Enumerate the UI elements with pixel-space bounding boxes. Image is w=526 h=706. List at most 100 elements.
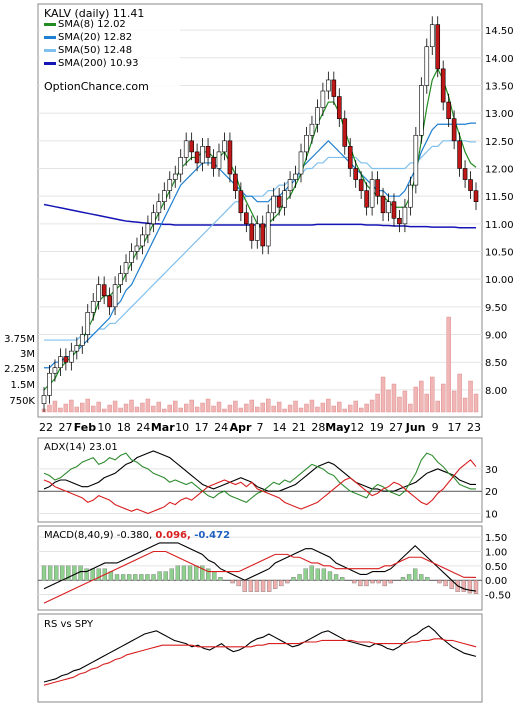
volume-bar: [194, 406, 200, 413]
volume-bar: [266, 398, 271, 413]
rs-panel-frame: [37, 613, 483, 703]
candle-body: [205, 146, 211, 158]
macd-histogram-bar: [437, 580, 442, 584]
price-gridlines: [38, 29, 482, 391]
adx-panel-frame: [37, 437, 483, 523]
candle-body: [336, 96, 342, 119]
volume-bar: [397, 396, 402, 413]
macd-histogram-bar: [291, 577, 296, 581]
macd-histogram-bar: [139, 574, 144, 581]
candle-body: [222, 140, 227, 153]
candle-body: [200, 146, 205, 164]
volume-bar: [151, 405, 156, 413]
legend-label: SMA(20) 12.82: [58, 32, 132, 43]
series-line-signal: [43, 550, 477, 604]
volume-bar: [112, 400, 118, 413]
legend-swatch: [44, 36, 56, 39]
macd-title-main: MACD(8,40,9) -0.380,: [44, 530, 155, 541]
price-y-tick-labels: 14.50 14.00 13.50 13.00 12.50 12.00 11.50 11.00…: [485, 26, 514, 397]
candle-body: [435, 24, 441, 70]
macd-histogram-bar: [364, 580, 369, 587]
price-y-tick: 8.00: [485, 386, 507, 397]
price-y-tick: 12.50: [485, 137, 514, 148]
legend: SMA(8) 12.02 SMA(20) 12.82 SMA(50) 12.48 SM…: [44, 19, 139, 69]
volume-bar: [91, 405, 96, 413]
macd-histogram-bar: [60, 565, 65, 581]
macd-histogram-bar: [187, 565, 193, 581]
candle-body: [397, 218, 402, 225]
macd-histogram-bar: [419, 574, 424, 581]
volume-bar: [304, 403, 309, 413]
candle-body: [151, 212, 156, 225]
candle-body: [140, 234, 145, 247]
candle-body: [74, 345, 80, 352]
series-line--di: [43, 452, 476, 503]
volume-bar: [233, 400, 238, 413]
macd-histogram-bar: [382, 580, 387, 587]
candle-body: [287, 179, 293, 191]
candle-body: [369, 179, 375, 208]
candle-body: [386, 201, 391, 214]
volume-bar: [107, 404, 112, 413]
volume-bar: [348, 404, 353, 413]
x-tick: Mar: [151, 421, 175, 434]
macd-histogram-bar: [413, 568, 418, 581]
macd-histogram-bar: [108, 571, 114, 581]
sma200-line: [43, 203, 476, 229]
price-y-tick: 8.50: [485, 358, 507, 369]
candle-body: [134, 245, 140, 252]
candle-body: [249, 223, 255, 241]
series-line-rs-avg: [43, 638, 477, 686]
volume-bar: [238, 407, 244, 413]
volume-bar: [167, 404, 172, 413]
macd-title-value: -0.472: [191, 530, 230, 541]
volume-bar: [244, 403, 249, 413]
candle-body: [41, 395, 47, 404]
candle-body: [118, 273, 123, 286]
macd-histogram-bar: [175, 565, 181, 581]
volume-bar: [80, 402, 85, 413]
volume-bar: [391, 383, 397, 413]
rs-title: RS vs SPY: [44, 619, 94, 630]
macd-histogram-bar: [120, 574, 126, 581]
candle-body: [408, 184, 413, 208]
volume-bar: [462, 397, 468, 413]
panel-y-tick: 1.50: [485, 533, 507, 544]
candle-body: [320, 90, 326, 108]
x-tick: 19: [370, 421, 384, 434]
macd-histogram-bar: [285, 580, 290, 584]
volume-y-tick: 750K: [9, 396, 35, 407]
volume-bar: [364, 403, 369, 413]
volume-bar: [47, 404, 52, 413]
volume-bar: [386, 389, 391, 413]
macd-histogram-bar: [193, 565, 199, 581]
volume-bar: [337, 401, 342, 413]
volume-y-tick: 1.5M: [10, 380, 35, 391]
candle-body: [413, 134, 419, 186]
volume-bar: [183, 403, 189, 413]
x-tick: 24: [136, 421, 150, 434]
volume-bar: [402, 390, 408, 413]
candle-body: [145, 223, 151, 236]
volume-bar: [276, 401, 282, 413]
x-tick: 21: [292, 421, 306, 434]
price-y-tick: 11.50: [485, 192, 514, 203]
candle-body: [194, 151, 200, 164]
legend-swatch: [44, 62, 56, 65]
volume-bar: [435, 400, 440, 413]
x-tick: 9: [432, 421, 439, 434]
macd-histogram-bar: [388, 580, 393, 584]
price-y-tick: 14.00: [485, 54, 514, 65]
volume-y-tick: 3M: [20, 349, 35, 360]
volume-bar: [282, 408, 287, 413]
candle-body: [380, 195, 386, 214]
macd-histogram-bar: [467, 580, 473, 594]
volume-bar: [320, 402, 326, 413]
volume-bar: [326, 398, 331, 413]
candle-body: [402, 206, 408, 225]
macd-histogram-bar: [333, 574, 339, 581]
volume-bars: [41, 316, 479, 413]
price-y-tick: 10.00: [485, 275, 514, 286]
candle-body: [282, 190, 287, 208]
